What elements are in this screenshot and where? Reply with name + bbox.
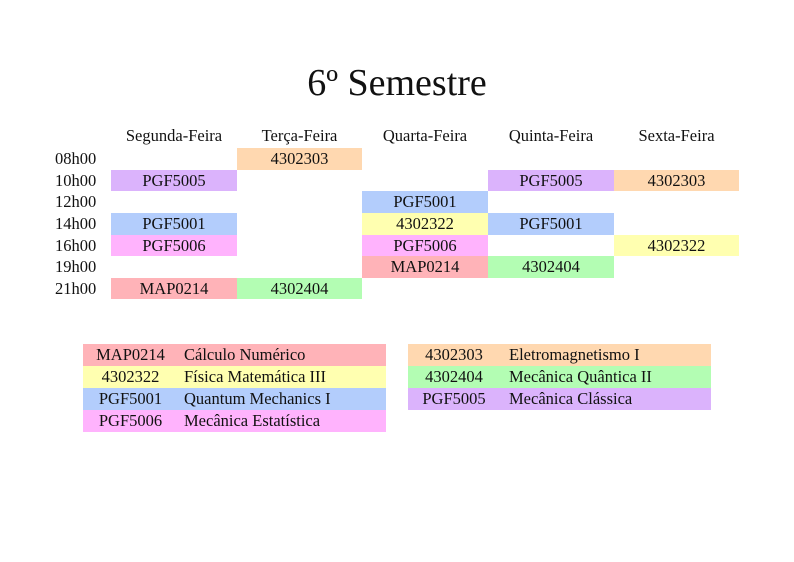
legend-name: Cálculo Numérico [184, 345, 306, 364]
legend-code: 4302303 [425, 345, 483, 364]
time-label: 16h00 [55, 236, 97, 255]
legend-row: MAP0214 Cálculo Numérico [83, 344, 386, 366]
legend-row: PGF5006 Mecânica Estatística [83, 410, 386, 432]
time-label: 10h00 [55, 171, 97, 190]
legend-code: PGF5006 [98, 411, 163, 430]
legend-code: 4302322 [101, 367, 160, 386]
legend-name: Eletromagnetismo I [509, 345, 640, 364]
day-header: Quarta-Feira [382, 126, 468, 145]
legend-name: Quantum Mechanics I [184, 389, 331, 408]
schedule-cell: PGF5001 [362, 191, 488, 213]
legend-code: 4302404 [425, 367, 483, 386]
schedule-cell: PGF5001 [111, 213, 237, 235]
schedule-cell: MAP0214 [362, 256, 488, 278]
legend-name: Física Matemática III [184, 367, 327, 386]
schedule-cell: 4302322 [362, 213, 488, 235]
schedule-cell: MAP0214 [111, 278, 237, 299]
legend-code: MAP0214 [96, 345, 165, 364]
legend-row: 4302322 Física Matemática III [83, 366, 386, 388]
legend-row: 4302303 Eletromagnetismo I [408, 344, 711, 366]
legend-row: 4302404 Mecânica Quântica II [408, 366, 711, 388]
schedule-cell: 4302322 [614, 235, 739, 256]
schedule-cell: 4302404 [237, 278, 362, 299]
day-header: Sexta-Feira [638, 126, 715, 145]
legend-name: Mecânica Quântica II [509, 367, 652, 386]
time-label: 19h00 [55, 257, 97, 276]
schedule-cell: 4302303 [237, 148, 362, 170]
schedule-cell: 4302404 [488, 256, 614, 278]
legend-name: Mecânica Clássica [509, 389, 633, 408]
legend-code: PGF5005 [422, 389, 486, 408]
time-label: 12h00 [55, 192, 97, 211]
schedule-cell: PGF5001 [488, 213, 614, 235]
legend-row: PGF5001 Quantum Mechanics I [83, 388, 386, 410]
schedule-cell: PGF5006 [111, 235, 237, 256]
schedule-cell: PGF5005 [111, 170, 237, 191]
legend-row: PGF5005 Mecânica Clássica [408, 388, 711, 410]
day-header: Terça-Feira [261, 126, 338, 145]
time-label: 14h00 [55, 214, 97, 233]
day-header: Segunda-Feira [125, 126, 223, 145]
schedule-cell: PGF5005 [488, 170, 614, 191]
legend-code: PGF5001 [98, 389, 163, 408]
schedule-cell: PGF5006 [362, 235, 488, 256]
page-title: 6º Semestre [307, 62, 487, 104]
legend-name: Mecânica Estatística [184, 411, 321, 430]
schedule-cell: 4302303 [614, 170, 739, 191]
time-label: 08h00 [55, 149, 97, 168]
time-label: 21h00 [55, 279, 97, 298]
day-header: Quinta-Feira [508, 126, 594, 145]
